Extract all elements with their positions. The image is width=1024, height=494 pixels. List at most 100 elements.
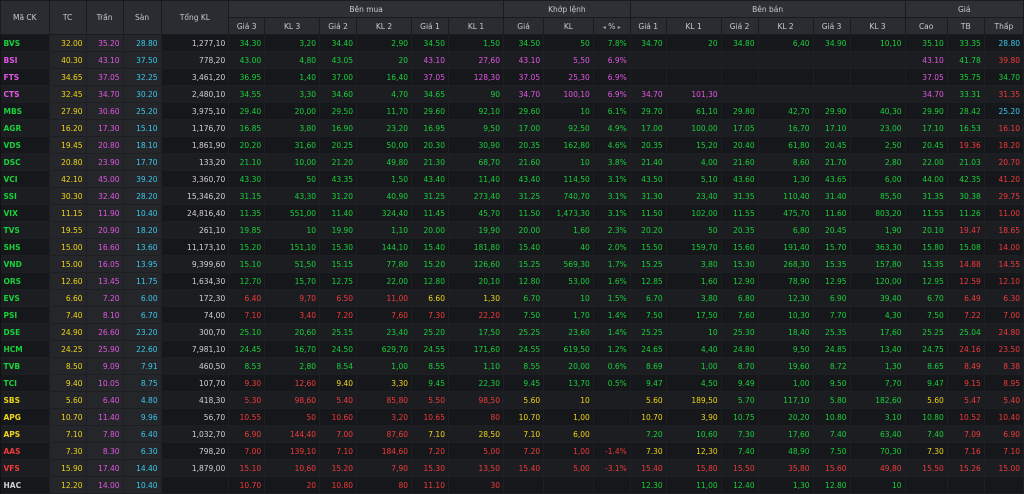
table-row[interactable]: DSE 24.90 26.60 23.20 300,70 25.10 20,60 25.15 2… <box>0 323 1024 341</box>
symbol-cell[interactable]: ORS <box>0 272 50 290</box>
symbol-cell[interactable]: DSC <box>0 153 50 171</box>
ref-price-cell: 12.60 <box>49 272 87 290</box>
sort-left-icon[interactable]: ◂ <box>602 23 606 31</box>
header-san[interactable]: Sàn <box>122 0 162 35</box>
table-row[interactable]: MBS 27.90 30.60 25.20 3,975,10 29.40 20,00 29.5… <box>0 102 1024 120</box>
symbol-cell[interactable]: APS <box>0 425 50 443</box>
table-row[interactable]: VCI 42.10 45.00 39.20 3,360,70 43.30 50 43.35 1,… <box>0 170 1024 188</box>
header-match-kl[interactable]: KL <box>543 17 594 35</box>
symbol-cell[interactable]: VDS <box>0 136 50 154</box>
table-row[interactable]: SHS 15.00 16.60 13.60 11,173,10 15.20 151,10 15… <box>0 238 1024 256</box>
header-cao[interactable]: Cao <box>904 17 948 35</box>
symbol-cell[interactable]: AGR <box>0 119 50 137</box>
sell-price-1-cell: 7.20 <box>630 425 667 443</box>
symbol-cell[interactable]: APG <box>0 408 50 426</box>
table-row[interactable]: CTS 32.45 34.70 30.20 2,480,10 34.55 3,30 34.60… <box>0 85 1024 103</box>
table-row[interactable]: SBS 5.60 6.40 4.80 418,30 5.30 98,60 5.40 85,80 5… <box>0 391 1024 409</box>
buy-price-1-cell: 31.25 <box>411 187 449 205</box>
symbol-cell[interactable]: VCI <box>0 170 50 188</box>
symbol-cell[interactable]: AAS <box>0 442 50 460</box>
buy-price-3-cell: 7.00 <box>228 442 266 460</box>
avg-price-cell: 33.35 <box>947 34 985 52</box>
symbol-cell[interactable]: VIX <box>0 204 50 222</box>
table-row[interactable]: APG 10.70 11.40 9.96 56,70 10.55 50 10.60 3,20 10… <box>0 408 1024 426</box>
table-row[interactable]: VND 15.00 16.05 13.95 9,399,60 15.10 51,50 15.1… <box>0 255 1024 273</box>
header-ma-ck[interactable]: Mã CK <box>0 0 50 35</box>
table-row[interactable]: SSI 30.30 32.40 28.20 15,346,20 31.15 43,30 31.… <box>0 187 1024 205</box>
header-buy-kl1[interactable]: KL 1 <box>447 17 504 35</box>
table-row[interactable]: VIX 11.15 11.90 10.40 24,816,40 11.35 551,00 11… <box>0 204 1024 222</box>
symbol-cell[interactable]: SSI <box>0 187 50 205</box>
sell-vol-3-cell: 4,30 <box>850 306 906 324</box>
symbol-cell[interactable]: BSI <box>0 51 50 69</box>
table-row[interactable]: DSC 20.80 23.90 17.70 133,20 21.10 10,00 21.20 4… <box>0 153 1024 171</box>
sell-price-2-cell: 9.49 <box>721 374 759 392</box>
symbol-cell[interactable]: DSE <box>0 323 50 341</box>
table-row[interactable]: AAS 7.30 8.30 6.30 798,20 7.00 139,10 7.10 184,6… <box>0 442 1024 460</box>
match-pct-cell: 2.3% <box>593 221 631 239</box>
buy-vol-2-cell: 629,70 <box>356 340 412 358</box>
total-volume-cell: 3,360,70 <box>161 170 230 188</box>
table-row[interactable]: BVS 32.00 35.20 28.80 1,277,10 34.30 3,20 34.40… <box>0 34 1024 52</box>
header-sell-gia3[interactable]: Giá 3 <box>812 17 851 35</box>
header-match-pct[interactable]: ◂ % ▸ <box>592 17 631 35</box>
sell-vol-3-cell: 10 <box>850 476 906 494</box>
header-tong-kl[interactable]: Tổng KL <box>160 0 230 35</box>
header-sell-kl1[interactable]: KL 1 <box>665 17 722 35</box>
table-row[interactable]: FTS 34.65 37.05 32.25 3,461,20 36.95 1,40 37.00… <box>0 68 1024 86</box>
table-row[interactable]: PSI 7.40 8.10 6.70 74,00 7.10 3,40 7.20 7,60 7.30… <box>0 306 1024 324</box>
sell-price-3-cell: 15.60 <box>813 459 851 477</box>
symbol-cell[interactable]: HAC <box>0 476 50 494</box>
header-buy-gia2[interactable]: Giá 2 <box>319 17 358 35</box>
header-tb[interactable]: TB <box>946 17 985 35</box>
match-vol-cell: 1,70 <box>543 306 594 324</box>
table-row[interactable]: HAC 12.20 14.00 10.40 10.70 20 10.80 80 11.10 30 1… <box>0 476 1024 494</box>
header-thap[interactable]: Thấp <box>983 17 1024 35</box>
symbol-cell[interactable]: BVS <box>0 34 50 52</box>
table-row[interactable]: TVB 8.50 9.09 7.91 460,50 8.53 2,80 8.54 1,00 8.5… <box>0 357 1024 375</box>
table-row[interactable]: APS 7.10 7.80 6.40 1,032,70 6.90 144,40 7.00 87,… <box>0 425 1024 443</box>
floor-price-cell: 37.50 <box>123 51 162 69</box>
header-sell-kl3[interactable]: KL 3 <box>849 17 906 35</box>
header-buy-gia1[interactable]: Giá 1 <box>411 17 449 35</box>
header-buy-kl2[interactable]: KL 2 <box>356 17 412 35</box>
header-tran[interactable]: Trần <box>85 0 124 35</box>
symbol-cell[interactable]: TCI <box>0 374 50 392</box>
header-tc[interactable]: TC <box>48 0 87 35</box>
symbol-cell[interactable]: SBS <box>0 391 50 409</box>
sort-right-icon[interactable]: ▸ <box>617 23 621 31</box>
table-row[interactable]: HCM 24.25 25.90 22.60 7,981,10 24.45 16,70 24.5… <box>0 340 1024 358</box>
table-row[interactable]: VFS 15.90 17.40 14.40 1,879,00 15.10 10,60 15.2… <box>0 459 1024 477</box>
header-sell-kl2[interactable]: KL 2 <box>757 17 814 35</box>
symbol-cell[interactable]: MBS <box>0 102 50 120</box>
table-row[interactable]: TCI 9.40 10.05 8.75 107,70 9.30 12,60 9.40 3,30 9… <box>0 374 1024 392</box>
header-buy-kl3[interactable]: KL 3 <box>264 17 321 35</box>
symbol-cell[interactable]: VND <box>0 255 50 273</box>
symbol-cell[interactable]: TVS <box>0 221 50 239</box>
buy-price-2-cell: 10.80 <box>319 476 358 494</box>
buy-price-3-cell: 6.90 <box>228 425 266 443</box>
table-row[interactable]: VDS 19.45 20.80 18.10 1,861,90 20.20 31,60 20.2… <box>0 136 1024 154</box>
buy-vol-3-cell: 20,60 <box>264 323 321 341</box>
table-row[interactable]: ORS 12.60 13.45 11.75 1,634,30 12.70 15,70 12.7… <box>0 272 1024 290</box>
sell-price-3-cell: 8.72 <box>813 357 851 375</box>
header-sell-gia1[interactable]: Giá 1 <box>629 17 667 35</box>
header-match-gia[interactable]: Giá <box>502 17 545 35</box>
symbol-cell[interactable]: PSI <box>0 306 50 324</box>
symbol-cell[interactable]: FTS <box>0 68 50 86</box>
symbol-cell[interactable]: VFS <box>0 459 50 477</box>
buy-vol-2-cell: 23,20 <box>356 119 412 137</box>
header-sell-gia2[interactable]: Giá 2 <box>720 17 759 35</box>
symbol-cell[interactable]: SHS <box>0 238 50 256</box>
symbol-cell[interactable]: TVB <box>0 357 50 375</box>
table-row[interactable]: TVS 19.55 20.90 18.20 261,10 19.85 10 19.90 1,10… <box>0 221 1024 239</box>
match-price-cell: 20.35 <box>503 136 545 154</box>
symbol-cell[interactable]: CTS <box>0 85 50 103</box>
table-row[interactable]: BSI 40.30 43.10 37.50 778,20 43.00 4,80 43.05 20… <box>0 51 1024 69</box>
buy-price-3-cell: 21.10 <box>228 153 266 171</box>
symbol-cell[interactable]: EVS <box>0 289 50 307</box>
table-row[interactable]: AGR 16.20 17.30 15.10 1,176,70 16.85 3,80 16.90… <box>0 119 1024 137</box>
table-row[interactable]: EVS 6.60 7.20 6.00 172,30 6.40 9,70 6.50 11,00 6.… <box>0 289 1024 307</box>
header-buy-gia3[interactable]: Giá 3 <box>228 17 266 35</box>
symbol-cell[interactable]: HCM <box>0 340 50 358</box>
